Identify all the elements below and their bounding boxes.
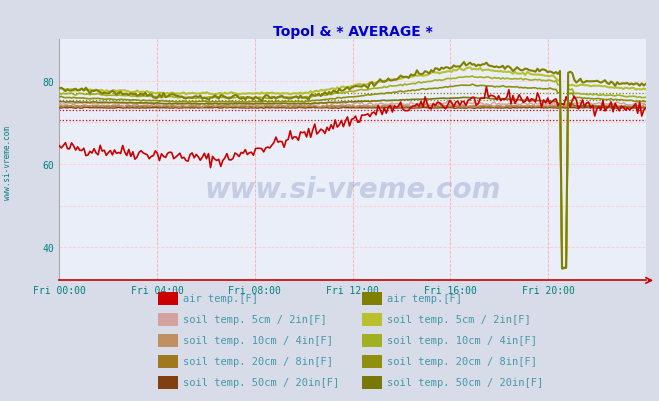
Bar	[158, 292, 178, 305]
Text: soil temp. 20cm / 8in[F]: soil temp. 20cm / 8in[F]	[183, 356, 333, 367]
Text: soil temp. 5cm / 2in[F]: soil temp. 5cm / 2in[F]	[183, 315, 327, 324]
Bar	[362, 334, 382, 347]
Text: soil temp. 50cm / 20in[F]: soil temp. 50cm / 20in[F]	[183, 377, 339, 387]
Text: www.si-vreme.com: www.si-vreme.com	[3, 126, 13, 199]
Text: soil temp. 20cm / 8in[F]: soil temp. 20cm / 8in[F]	[387, 356, 538, 367]
Bar	[362, 376, 382, 389]
Text: soil temp. 10cm / 4in[F]: soil temp. 10cm / 4in[F]	[387, 336, 538, 346]
Text: soil temp. 10cm / 4in[F]: soil temp. 10cm / 4in[F]	[183, 336, 333, 346]
Bar	[362, 355, 382, 368]
Bar	[362, 292, 382, 305]
Title: Topol & * AVERAGE *: Topol & * AVERAGE *	[273, 25, 432, 39]
Text: soil temp. 5cm / 2in[F]: soil temp. 5cm / 2in[F]	[387, 315, 531, 324]
Bar	[158, 313, 178, 326]
Bar	[362, 313, 382, 326]
Text: www.si-vreme.com: www.si-vreme.com	[204, 175, 501, 203]
Text: air temp.[F]: air temp.[F]	[387, 294, 463, 304]
Bar	[158, 376, 178, 389]
Bar	[158, 355, 178, 368]
Bar	[158, 334, 178, 347]
Text: air temp.[F]: air temp.[F]	[183, 294, 258, 304]
Text: soil temp. 50cm / 20in[F]: soil temp. 50cm / 20in[F]	[387, 377, 544, 387]
